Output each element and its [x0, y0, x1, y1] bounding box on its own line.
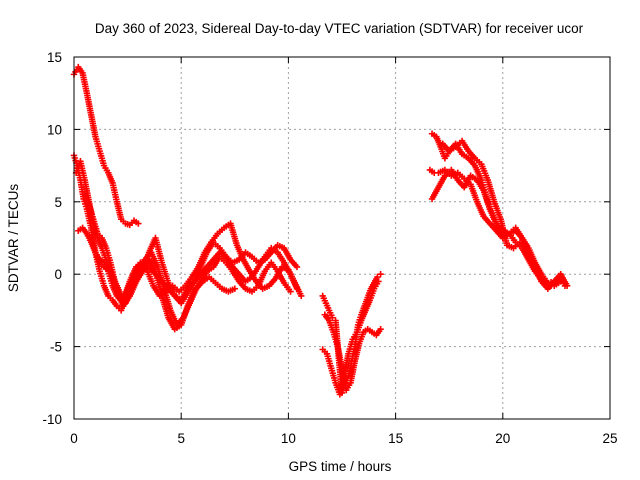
data-point [298, 292, 305, 300]
y-tick-label: -5 [50, 340, 62, 355]
x-tick-label: 25 [602, 431, 617, 446]
chart-title: Day 360 of 2023, Sidereal Day-to-day VTE… [95, 21, 584, 36]
series-trace-m [439, 137, 530, 252]
data-point [135, 220, 142, 227]
data-point [561, 282, 569, 289]
x-tick-label: 0 [70, 431, 78, 446]
series-trace-l [428, 166, 569, 289]
y-tick-label: 0 [54, 267, 62, 282]
data-point [287, 288, 294, 295]
data-point [377, 326, 384, 333]
data-point [375, 278, 382, 285]
data-point [377, 271, 384, 278]
series-trace-a [70, 63, 142, 229]
plot-frame [73, 56, 611, 420]
x-tick-label: 10 [281, 431, 296, 446]
data-point [523, 242, 530, 249]
series-trace-e [81, 191, 238, 329]
data-point [293, 263, 301, 271]
data-point [329, 314, 336, 321]
y-axis-label: SDTVAR / TECUs [6, 184, 21, 293]
y-tick-label: 15 [47, 50, 62, 65]
y-tick-label: 10 [47, 122, 62, 137]
y-tick-label: 5 [54, 195, 62, 210]
points-layer [70, 63, 571, 398]
grid-layer [74, 57, 610, 419]
series-trace-f [87, 234, 301, 304]
series-trace-i [319, 278, 382, 398]
ticks-layer: 0 5 10 15 20 25 -10 -5 0 5 10 15 [42, 50, 617, 446]
x-tick-label: 15 [388, 431, 403, 446]
data-point [231, 285, 238, 292]
x-tick-label: 20 [495, 431, 510, 446]
y-tick-label: -10 [42, 412, 62, 427]
x-tick-label: 5 [177, 431, 185, 446]
data-point [293, 285, 301, 292]
x-axis-label: GPS time / hours [289, 459, 392, 474]
data-point [374, 273, 381, 281]
